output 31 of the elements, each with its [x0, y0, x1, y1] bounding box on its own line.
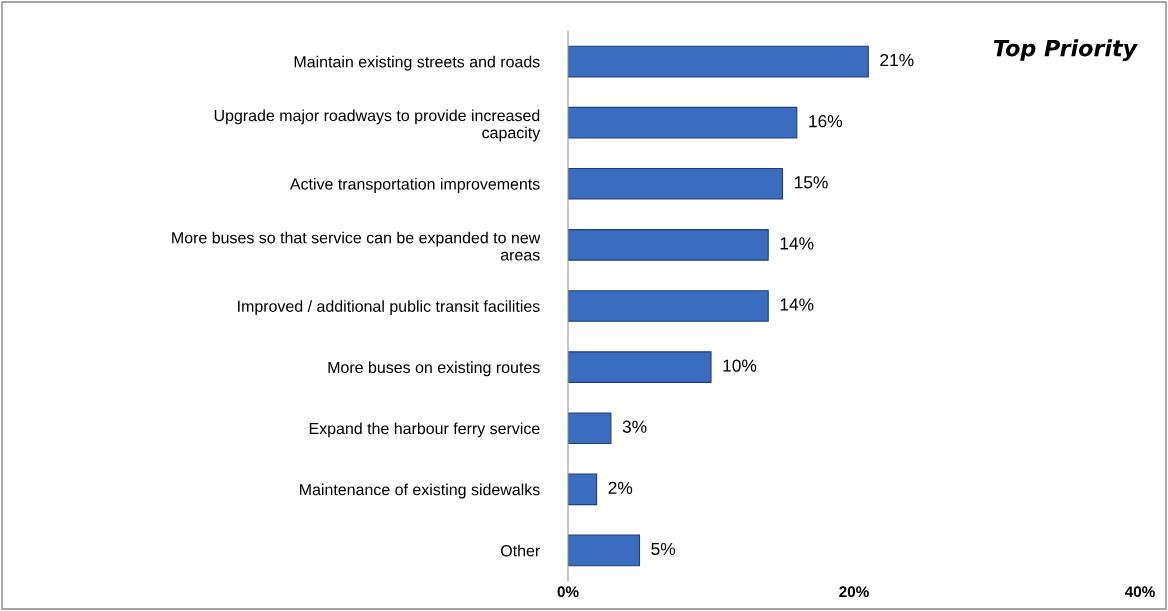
bar: [568, 351, 712, 383]
bar: [568, 412, 612, 445]
bar: [568, 473, 598, 506]
y-tick-label: Expand the harbour ferry service: [309, 422, 540, 438]
bar: [568, 229, 769, 261]
data-label: 14%: [780, 298, 814, 311]
y-tick-label: Maintenance of existing sidewalks: [300, 483, 540, 499]
data-label: 15%: [794, 176, 828, 189]
data-label: 14%: [780, 237, 814, 250]
y-tick-label: More buses so that service can be expanded to new areas: [172, 231, 541, 261]
bar: [568, 106, 798, 139]
data-label: 10%: [723, 359, 757, 372]
y-tick-label: Improved / additional public transit facilities: [238, 300, 540, 316]
bar: [568, 45, 869, 78]
bar: [568, 167, 784, 200]
y-tick-label: Active transportation improvements: [289, 177, 540, 193]
data-label: 16%: [809, 115, 843, 128]
data-label: 5%: [651, 542, 676, 556]
y-tick-label: Maintain existing streets and roads: [294, 55, 540, 71]
y-tick-label: Other: [501, 544, 540, 557]
data-label: 3%: [622, 420, 647, 433]
bar: [568, 534, 641, 567]
data-label: 21%: [880, 53, 914, 67]
y-tick-label: Upgrade major roadways to provide increased capacity: [214, 109, 541, 142]
bar: [568, 290, 769, 322]
x-tick-label: 40%: [1124, 586, 1155, 598]
data-label: 2%: [608, 481, 633, 494]
y-tick-label: More buses on existing routes: [328, 361, 540, 377]
x-tick-label: 20%: [839, 586, 869, 598]
annotation: Top Priority: [993, 39, 1138, 61]
x-tick-label: 0%: [557, 586, 579, 598]
